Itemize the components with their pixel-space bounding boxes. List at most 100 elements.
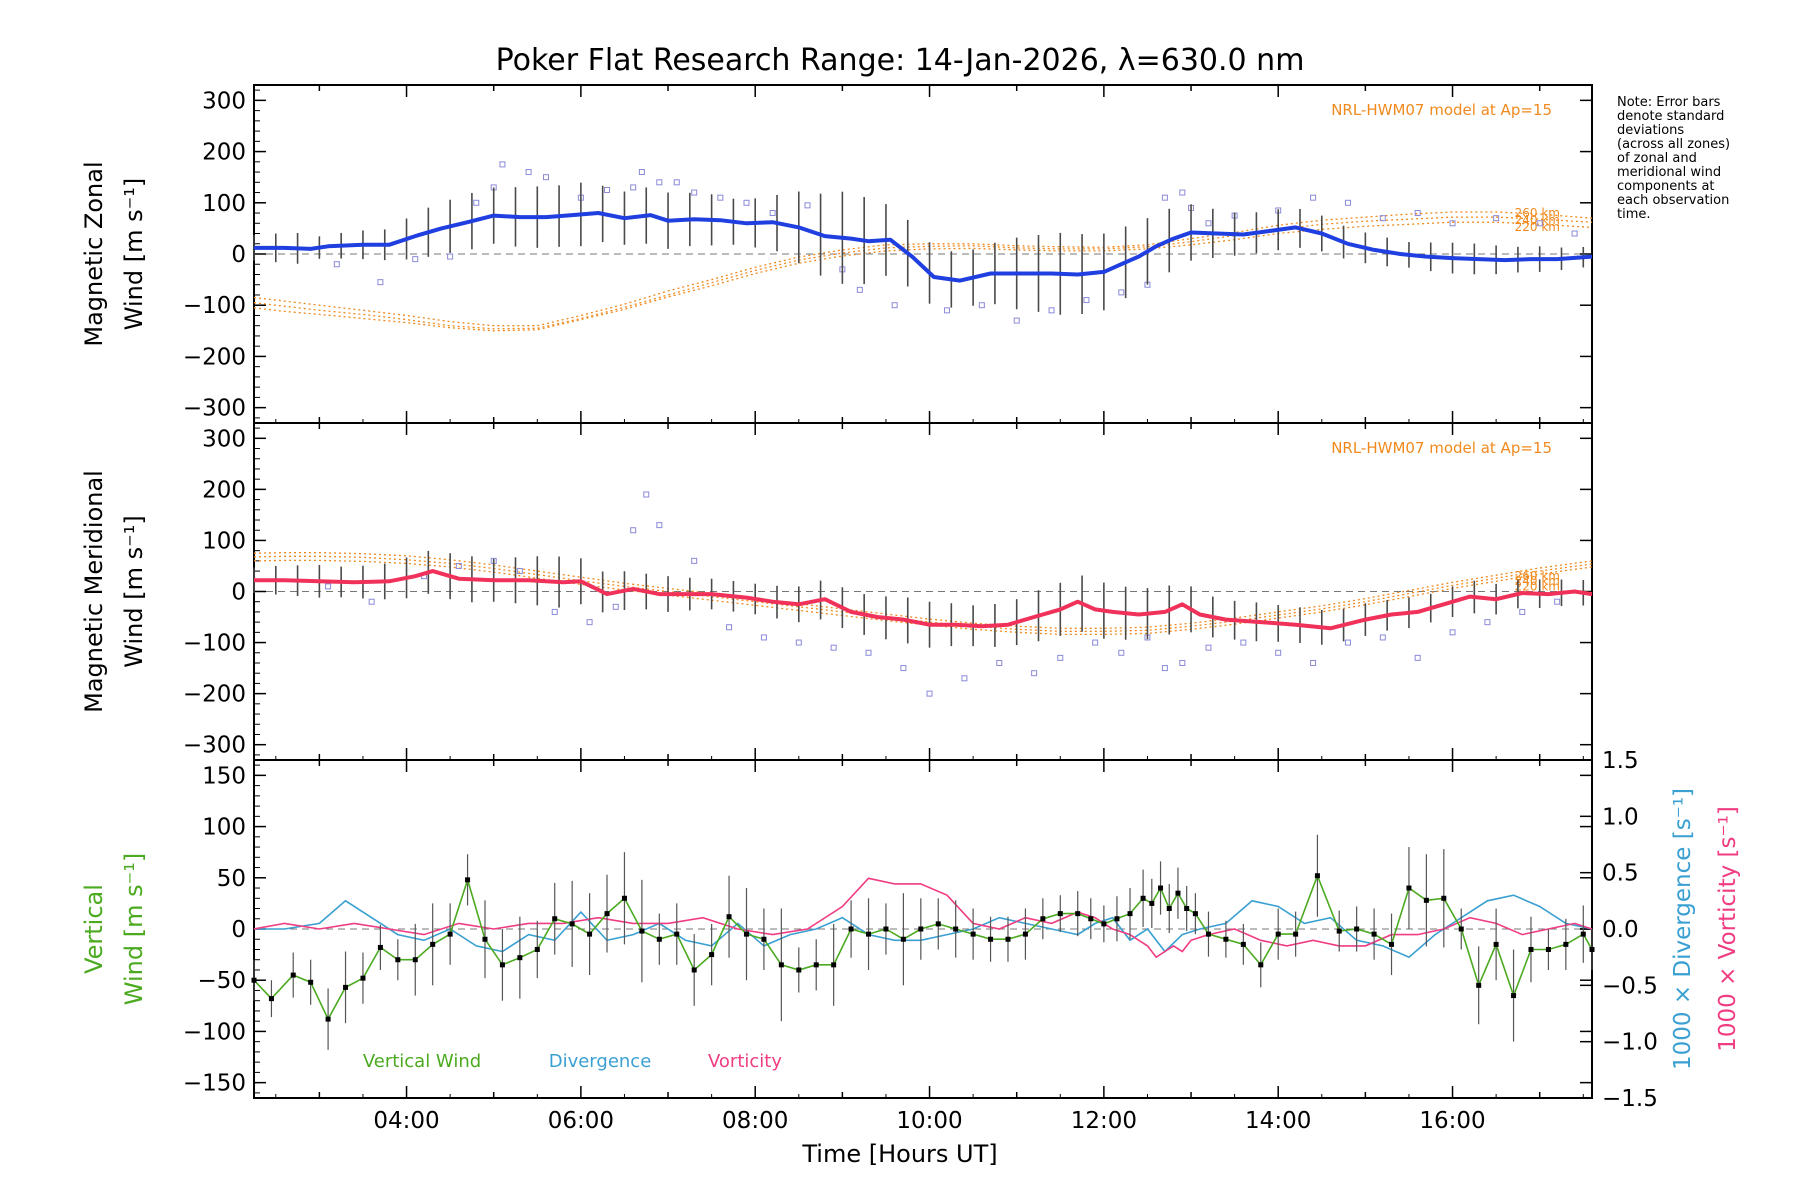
zonal-zone-point — [1536, 220, 1543, 227]
meridional-ylabel-line2: Wind [m s⁻¹] — [120, 515, 148, 667]
vertical-wind-point — [796, 967, 802, 973]
error-bar-note: Note: Error bars denote standard deviati… — [1617, 96, 1797, 222]
xtick-label: 06:00 — [548, 1108, 614, 1134]
zonal-zone-point — [412, 256, 419, 263]
zonal-zone-point — [1179, 189, 1186, 196]
vertical-ylabel-line1: Vertical — [80, 884, 108, 974]
vertical-wind-point — [251, 977, 257, 983]
zonal-zone-point — [377, 279, 384, 286]
meridional-zone-point — [691, 557, 698, 564]
note-line: denote standard — [1617, 109, 1725, 124]
zonal-ytick-label: −300 — [183, 396, 246, 422]
meridional-ytick-label: 200 — [202, 477, 246, 503]
meridional-zone-point — [586, 619, 593, 626]
vertical-wind-point — [691, 967, 697, 973]
zonal-zone-point — [656, 179, 663, 186]
vertical-wind-point — [1441, 895, 1447, 901]
meridional-model-curve-260km — [253, 552, 1593, 629]
zonal-model-curve-240km — [253, 216, 1593, 330]
xtick-label: 12:00 — [1071, 1108, 1137, 1134]
vertical-wind-point — [1114, 916, 1120, 922]
meridional-model-curve-220km — [253, 559, 1593, 636]
zonal-ytick-label: 200 — [202, 140, 246, 166]
vertical-wind-point — [447, 931, 453, 937]
vertical-wind-point — [621, 895, 627, 901]
vertical-wind-point — [1389, 941, 1395, 947]
vertical-wind-point — [883, 926, 889, 932]
vertical-ylabel-line2: Wind [m s⁻¹] — [120, 853, 148, 1005]
figure-title: Poker Flat Research Range: 14-Jan-2026, … — [496, 43, 1305, 78]
zonal-zone-point — [630, 184, 637, 191]
vertical-y2tick-label: −1.0 — [1602, 1030, 1658, 1056]
vertical-wind-point — [1458, 926, 1464, 932]
vertical-wind-point — [1545, 946, 1551, 952]
vertical-wind-point — [1336, 928, 1342, 934]
zonal-zone-point — [1205, 220, 1212, 227]
zonal-mean-line — [254, 211, 1593, 283]
vertical-wind-point — [482, 936, 488, 942]
divergence-line — [254, 894, 1593, 959]
vertical-wind-point — [1205, 931, 1211, 937]
meridional-zone-point — [1344, 639, 1351, 646]
vertical-wind-point — [900, 936, 906, 942]
meridional-axes-frame — [253, 422, 1593, 761]
meridional-altitude-label: 220 km — [1515, 579, 1560, 593]
vertical-wind-point — [726, 914, 732, 920]
vertical-wind-point — [343, 984, 349, 990]
meridional-zone-point — [656, 522, 663, 529]
zonal-zone-point — [1449, 220, 1456, 227]
meridional-zone-point — [900, 665, 907, 672]
vertical-wind-point — [761, 936, 767, 942]
vertical-wind-point — [1240, 941, 1246, 947]
zonal-zone-point — [1118, 289, 1125, 296]
zonal-zone-point — [333, 261, 340, 268]
note-line: Note: Error bars — [1617, 95, 1721, 110]
meridional-ytick-label: −200 — [183, 682, 246, 708]
meridional-zone-point — [1031, 670, 1038, 677]
vertical-wind-point — [953, 926, 959, 932]
vertical-wind-point — [412, 957, 418, 963]
panels-group: −300 −200 −100 0 100 200 300 Magnetic Zonal Wind… — [80, 84, 1741, 1168]
vertical-ytick-label: 100 — [202, 815, 246, 841]
note-line: components at — [1617, 179, 1715, 194]
meridional-zone-point — [926, 690, 933, 697]
vertical-wind-point — [1476, 982, 1482, 988]
vertical-wind-point — [325, 1016, 331, 1022]
zonal-zone-point — [804, 202, 811, 209]
meridional-zone-point — [1275, 649, 1282, 656]
divergence-axis-label: 1000 × Divergence [s⁻¹] — [1670, 788, 1696, 1070]
vertical-y2tick-label: −0.5 — [1602, 973, 1658, 999]
meridional-model-curve-240km — [253, 555, 1593, 632]
meridional-zone-point — [1310, 659, 1317, 666]
zonal-ytick-label: −200 — [183, 344, 246, 370]
meridional-zone-point — [996, 659, 1003, 666]
vertical-wind-point — [1371, 931, 1377, 937]
vertical-wind-point — [1223, 936, 1229, 942]
meridional-zone-point — [612, 603, 619, 610]
vertical-wind-point — [1057, 911, 1063, 917]
vertical-wind-point — [1184, 906, 1190, 912]
zonal-zone-point — [525, 169, 532, 176]
vertical-wind-point — [1022, 931, 1028, 937]
zonal-zone-point — [1344, 199, 1351, 206]
meridional-zone-point — [961, 675, 968, 682]
vertical-wind-point — [1493, 941, 1499, 947]
vertical-wind-point — [639, 928, 645, 934]
vertical-wind-point — [499, 962, 505, 968]
vertical-wind-point — [1175, 890, 1181, 896]
meridional-zone-point — [726, 624, 733, 631]
meridional-ytick-label: 300 — [202, 426, 246, 452]
vertical-wind-point — [395, 957, 401, 963]
note-line: deviations — [1617, 123, 1685, 138]
legend-vorticity: Vorticity — [708, 1051, 782, 1072]
meridional-zone-point — [865, 649, 872, 656]
zonal-zone-point — [743, 199, 750, 206]
meridional-zone-point — [1519, 608, 1526, 615]
zonal-zone-point — [769, 210, 776, 217]
meridional-zone-point — [830, 644, 837, 651]
vertical-wind-point — [1406, 885, 1412, 891]
zonal-ytick-label: 0 — [231, 242, 246, 268]
vertical-wind-point — [778, 962, 784, 968]
zonal-zone-point — [856, 286, 863, 293]
zonal-zone-point — [543, 174, 550, 181]
